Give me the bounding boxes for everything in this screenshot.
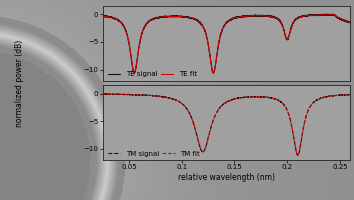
TM fit [143,94,148,96]
TM signal [317,98,321,100]
TM signal [129,94,133,96]
Text: normalized power (dB): normalized power (dB) [15,39,24,127]
TE signal [348,21,353,24]
TE signal [344,20,348,22]
TM fit [195,137,200,140]
TE signal [206,45,211,47]
TE signal [132,72,137,75]
TE signal [196,20,200,22]
Line: TM signal: TM signal [103,94,350,155]
TE fit [143,24,148,26]
TM fit [101,93,105,95]
TE fit [348,21,353,24]
Line: TE signal: TE signal [103,14,350,74]
TM fit [296,154,300,156]
Line: TE fit: TE fit [103,15,350,73]
TE fit [317,14,321,16]
TM fit [206,136,211,138]
Line: TM fit: TM fit [103,94,350,155]
TE signal [317,13,321,16]
TM signal [206,135,211,138]
TE fit [195,19,200,22]
TM fit [348,93,353,96]
TE fit [206,44,211,47]
TM signal [101,93,105,95]
TE signal [101,14,105,17]
Legend: TM signal, TM fit: TM signal, TM fit [106,149,201,158]
TM fit [129,93,133,96]
TE fit [129,55,133,57]
TE signal [325,13,329,15]
X-axis label: relative wavelength (nm): relative wavelength (nm) [178,173,275,182]
TM signal [348,93,353,96]
TM signal [344,94,348,96]
TE fit [344,20,348,22]
TE fit [211,72,216,74]
Legend: TE signal, TE fit: TE signal, TE fit [106,70,198,79]
TM signal [104,93,109,95]
TE signal [144,23,148,26]
TM fit [317,98,321,100]
TM signal [144,94,148,96]
TE fit [332,13,337,16]
TM signal [196,138,200,140]
TM signal [295,154,299,156]
TM fit [343,94,348,96]
TE signal [129,55,133,57]
TE fit [101,15,105,17]
